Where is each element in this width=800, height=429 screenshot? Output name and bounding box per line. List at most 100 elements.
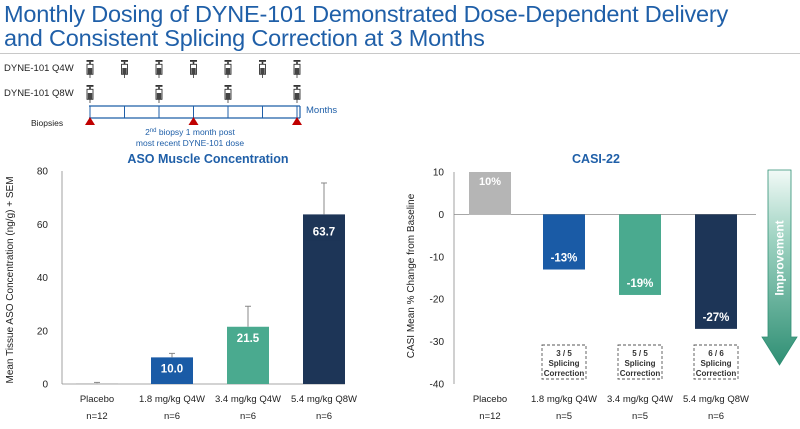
- syringe-icon: [224, 60, 232, 78]
- category-labels-casi: Placebo n=12 1.8 mg/kg Q4W n=5 3.4 mg/kg Q4W…: [473, 394, 749, 422]
- title-line-2: and Consistent Splicing Correction at 3 …: [4, 25, 485, 51]
- category-label: 3.4 mg/kg Q4W: [215, 394, 281, 405]
- splicing-label: Splicing: [700, 359, 731, 368]
- splicing-box-border: [617, 344, 663, 380]
- y-tick-label: 0: [438, 210, 444, 221]
- n-label: n=6: [708, 411, 724, 422]
- syringes-q4w: [86, 60, 301, 78]
- bar: [469, 172, 511, 215]
- biopsy-note-line-2: most recent DYNE-101 dose: [136, 138, 244, 148]
- biopsy-note-line-1: 2nd biopsy 1 month post: [145, 127, 235, 137]
- n-label: n=12: [86, 411, 107, 422]
- improvement-arrow-shape: [761, 169, 798, 366]
- bar: [695, 214, 737, 329]
- n-label: n=5: [556, 411, 572, 422]
- bars-casi: 10% -13% -19% -27%: [469, 172, 737, 329]
- category-label: 1.8 mg/kg Q4W: [139, 394, 205, 405]
- n-label: n=6: [240, 411, 256, 422]
- timeline-months: [89, 105, 301, 119]
- bar: [76, 383, 118, 384]
- biopsy-marker-icon: [85, 117, 95, 125]
- data-label: -19%: [627, 278, 654, 290]
- syringe-icon: [121, 60, 128, 78]
- splicing-box-border: [541, 344, 587, 380]
- category-label: 5.4 mg/kg Q8W: [291, 394, 357, 405]
- y-tick-label: -20: [430, 295, 445, 306]
- y-tick-label: -30: [430, 337, 445, 348]
- chart-title-aso: ASO Muscle Concentration: [127, 152, 288, 166]
- row-label-q4w: DYNE-101 Q4W: [4, 63, 74, 74]
- category-label: 5.4 mg/kg Q8W: [683, 394, 749, 405]
- syringe-icon: [259, 60, 266, 78]
- splicing-box-border: [693, 344, 739, 380]
- syringe-icon: [190, 60, 197, 78]
- data-label-box: [306, 222, 342, 241]
- biopsy-marker-icon: [188, 117, 199, 125]
- data-label: 10%: [479, 176, 501, 188]
- data-label: 21.5: [237, 333, 260, 345]
- bars-aso: 10.0 21.5 63.7: [76, 182, 345, 384]
- months-label: Months: [306, 105, 337, 116]
- row-label-q8w: DYNE-101 Q8W: [4, 88, 74, 99]
- improvement-arrow: Improvement: [761, 169, 798, 366]
- n-label: n=6: [164, 411, 180, 422]
- category-labels-aso: Placebo n=12 1.8 mg/kg Q4W n=6 3.4 mg/kg Q4W…: [80, 394, 357, 422]
- page-title: Monthly Dosing of DYNE-101 Demonstrated …: [4, 2, 796, 50]
- n-label: n=6: [316, 411, 332, 422]
- y-axis-label-aso: Mean Tissue ASO Concentration (ng/g) + S…: [5, 176, 16, 383]
- biopsies-label: Biopsies: [31, 118, 63, 128]
- data-label-box: [154, 359, 190, 378]
- y-tick-label: 40: [37, 273, 49, 284]
- improvement-arrow-label: Improvement: [773, 220, 787, 295]
- y-tick-label: 20: [37, 326, 49, 337]
- syringe-icon: [155, 85, 163, 103]
- dosing-schedule: DYNE-101 Q4W DYNE-101 Q8W Months Biopsie…: [4, 60, 337, 148]
- y-tick-label: 60: [37, 220, 49, 231]
- y-axis-label-casi: CASI Mean % Change from Baseline: [406, 193, 417, 358]
- correction-label: Correction: [620, 369, 661, 378]
- title-line-1: Monthly Dosing of DYNE-101 Demonstrated …: [4, 1, 729, 27]
- y-tick-label: 0: [42, 380, 48, 391]
- splicing-fraction: 3 / 5: [556, 349, 572, 358]
- syringe-icon: [224, 85, 232, 103]
- syringe-icon: [86, 60, 94, 78]
- data-label: 10.0: [161, 363, 183, 375]
- category-label: 1.8 mg/kg Q4W: [531, 394, 597, 405]
- splicing-label: Splicing: [624, 359, 655, 368]
- data-label: -13%: [551, 253, 578, 265]
- biopsy-markers: [85, 117, 302, 125]
- data-label: -27%: [703, 312, 730, 324]
- syringe-icon: [155, 60, 163, 78]
- category-label: Placebo: [473, 394, 507, 405]
- biopsy-marker-icon: [292, 117, 302, 125]
- correction-label: Correction: [544, 369, 585, 378]
- y-ticks-aso: 0 20 40 60 80: [37, 167, 49, 391]
- syringe-icon: [293, 85, 301, 103]
- bar: [303, 214, 345, 384]
- title-divider: [0, 53, 800, 54]
- correction-label: Correction: [696, 369, 737, 378]
- y-tick-label: -40: [430, 380, 445, 391]
- n-label: n=5: [632, 411, 648, 422]
- splicing-fraction: 6 / 6: [708, 349, 724, 358]
- data-label-box: [230, 328, 266, 347]
- splicing-label: Splicing: [548, 359, 579, 368]
- y-tick-label: 80: [37, 167, 49, 178]
- data-label: 63.7: [313, 226, 335, 238]
- chart-title-casi: CASI-22: [572, 152, 620, 166]
- y-tick-label: -10: [430, 252, 445, 263]
- n-label: n=12: [479, 411, 500, 422]
- category-label: 3.4 mg/kg Q4W: [607, 394, 673, 405]
- casi22-chart: CASI-22 CASI Mean % Change from Baseline…: [406, 152, 798, 422]
- category-label: Placebo: [80, 394, 114, 405]
- syringe-icon: [86, 85, 94, 103]
- y-tick-label: 10: [433, 168, 445, 179]
- bar: [543, 214, 585, 270]
- aso-concentration-chart: ASO Muscle Concentration Mean Tissue ASO…: [5, 152, 357, 422]
- bar: [619, 214, 661, 295]
